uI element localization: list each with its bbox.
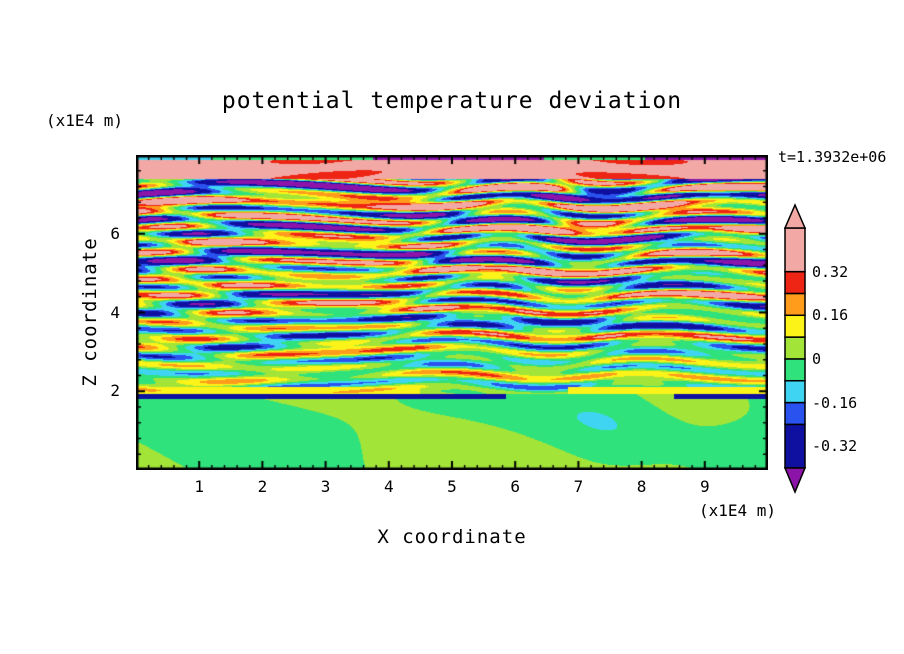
- colorbar-tick-label: 0: [812, 349, 822, 368]
- colorbar-segment: [784, 336, 806, 360]
- time-annotation: t=1.3932e+06: [778, 148, 887, 166]
- x-tick-label: 5: [447, 477, 457, 496]
- colorbar-segment: [784, 292, 806, 317]
- colorbar-segment: [784, 358, 806, 382]
- z-tick-label: 4: [110, 302, 120, 322]
- x-axis-unit-label: (x1E4 m): [698, 501, 776, 520]
- x-tick-label: 4: [383, 477, 394, 496]
- colorbar-tick-label: -0.32: [812, 437, 858, 456]
- colorbar: [783, 203, 807, 494]
- colorbar-tick-label: 0.16: [812, 306, 849, 325]
- z-tick-label: 6: [110, 223, 120, 243]
- colorbar-segment: [784, 379, 806, 404]
- z-axis-unit-label: (x1E4 m): [46, 111, 124, 130]
- x-tick-label: 1: [194, 477, 205, 496]
- colorbar-segment: [784, 270, 806, 295]
- x-tick-label: 9: [699, 477, 710, 496]
- heatmap-canvas: [136, 155, 768, 470]
- x-tick-label: 7: [573, 477, 584, 496]
- heatmap-plot-area: [136, 155, 768, 470]
- colorbar-under-arrow: [783, 467, 807, 494]
- plot-title: potential temperature deviation: [221, 88, 683, 114]
- colorbar-segment: [784, 227, 806, 273]
- x-axis-title: X coordinate: [377, 526, 527, 548]
- x-tick-label: 6: [510, 477, 521, 496]
- colorbar-tick-label: 0.32: [812, 262, 849, 281]
- colorbar-tick-label: -0.16: [812, 393, 858, 412]
- colorbar-over-arrow: [783, 203, 807, 229]
- z-tick-label: 2: [110, 381, 120, 401]
- colorbar-segment: [784, 401, 806, 426]
- x-tick-label: 3: [320, 477, 331, 496]
- colorbar-segment: [784, 423, 806, 469]
- x-tick-label: 2: [257, 477, 268, 496]
- x-tick-label: 8: [636, 477, 647, 496]
- colorbar-segment: [784, 314, 806, 338]
